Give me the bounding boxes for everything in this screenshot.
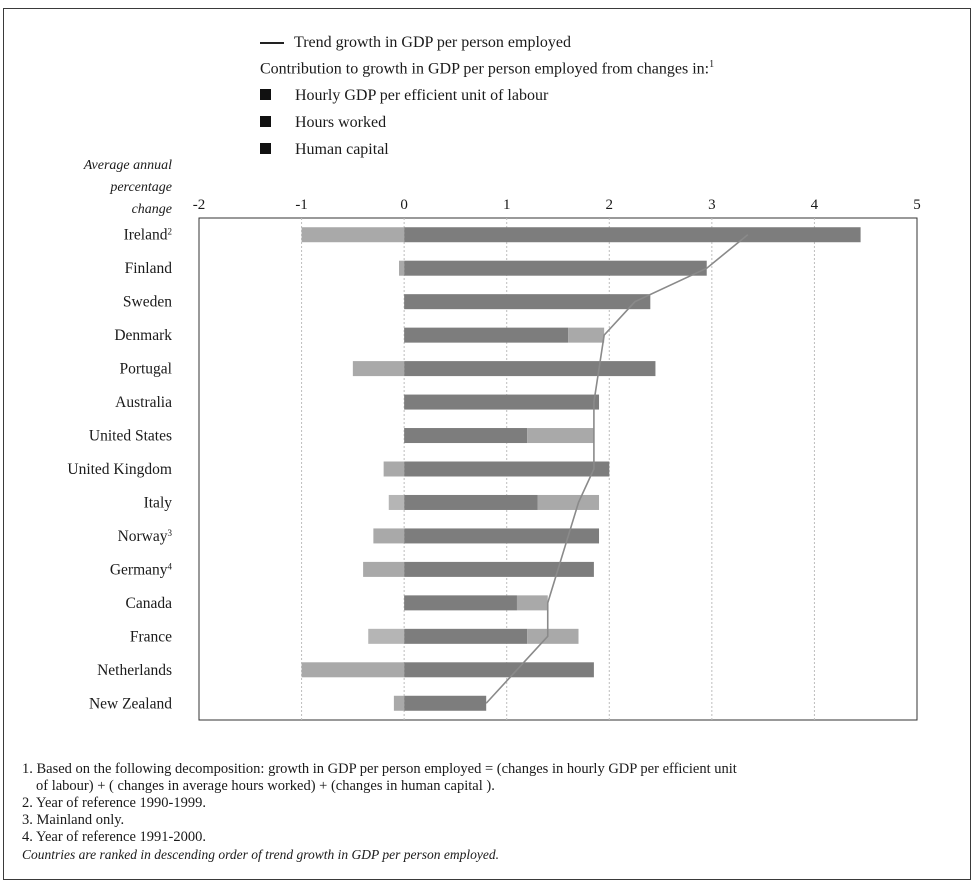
note-3: 3. Mainland only.: [22, 812, 125, 828]
y-axis-label: Average annual: [83, 158, 172, 173]
bar-segment-1: [404, 227, 861, 243]
note-4: 4. Year of reference 1991-2000.: [22, 829, 207, 845]
legend-trend: Trend growth in GDP per person employed: [260, 34, 571, 52]
bar-segment-1: [404, 528, 600, 544]
bar-segment-2: [301, 662, 405, 678]
note-1-line-1: 1. Based on the following decomposition:…: [22, 761, 737, 777]
ranking-note: Countries are ranked in descending order…: [22, 847, 499, 862]
bar-segment-1: [404, 428, 528, 444]
category-label: Ireland2: [124, 227, 172, 244]
x-tick-label: 1: [503, 197, 511, 213]
bar-segment-2: [301, 227, 405, 243]
bar-segment-1: [404, 494, 538, 510]
bar-segment-2: [363, 561, 405, 577]
trend-line: [485, 234, 749, 704]
plot-area: [198, 217, 918, 721]
bar-segment-2: [537, 494, 600, 510]
legend-line-swatch: [260, 42, 284, 45]
bar-segment-2: [393, 695, 405, 711]
legend-header-text: Contribution to growth in GDP per person…: [260, 60, 710, 78]
category-label: Germany4: [110, 561, 173, 578]
bar-segment-1: [404, 662, 594, 678]
bar-segment-2: [352, 361, 405, 377]
x-tick-label: 0: [400, 197, 408, 213]
bar-segment-1: [404, 461, 610, 477]
bar-segment-2: [568, 327, 605, 343]
bar-segment-1: [404, 561, 594, 577]
legend-trend-label: Trend growth in GDP per person employed: [294, 34, 572, 51]
category-label: Norway3: [118, 528, 173, 545]
category-label: United States: [89, 428, 172, 445]
bar-segment-3: [368, 628, 405, 644]
footnotes: 1. Based on the following decomposition:…: [22, 761, 962, 863]
legend-series-2: Hours worked: [260, 114, 386, 132]
legend-header-footnote: 1: [709, 59, 715, 70]
category-label: Australia: [115, 394, 172, 411]
category-footnote: 3: [168, 528, 173, 538]
x-tick-label: -1: [295, 197, 308, 213]
y-axis-label: change: [132, 202, 172, 217]
figure-frame: Trend growth in GDP per person employed …: [3, 8, 971, 880]
legend-header: Contribution to growth in GDP per person…: [260, 59, 714, 78]
bar-segment-1: [404, 260, 707, 276]
x-tick-label: 3: [708, 197, 716, 213]
x-tick-label: -2: [193, 197, 206, 213]
bar-segment-2: [516, 595, 548, 611]
x-tick-label: 4: [811, 197, 819, 213]
category-label: Netherlands: [97, 662, 172, 679]
y-axis-label: percentage: [109, 180, 172, 195]
note-2: 2. Year of reference 1990-1999.: [22, 795, 207, 811]
legend-series-1-label: Hourly GDP per efficient unit of labour: [295, 87, 549, 104]
bar-segment-1: [404, 294, 651, 310]
bar-segment-2: [399, 260, 405, 276]
legend-series-3: Human capital: [260, 141, 389, 159]
category-label: Sweden: [123, 294, 172, 311]
bar-segment-2: [527, 428, 594, 444]
category-label: Finland: [125, 260, 173, 277]
category-footnote: 2: [168, 227, 173, 237]
legend-swatch-1: [260, 89, 271, 100]
bar-segment-1: [404, 327, 569, 343]
bar-segment-2: [527, 628, 579, 644]
category-label: Canada: [126, 595, 173, 612]
bar-segment-2: [383, 461, 405, 477]
legend-series-1: Hourly GDP per efficient unit of labour: [260, 87, 548, 105]
category-footnote: 4: [168, 561, 173, 571]
category-label: Denmark: [114, 327, 172, 344]
chart: -2 -1 0 1 2 3 4 5 Average annual percentage change…: [67, 158, 921, 721]
category-label: United Kingdom: [67, 461, 172, 478]
legend-series-3-label: Human capital: [295, 141, 389, 158]
category-label: France: [130, 628, 172, 645]
legend-series-2-label: Hours worked: [295, 114, 387, 131]
category-label: New Zealand: [89, 695, 172, 712]
legend-swatch-2: [260, 116, 271, 127]
bar-segment-1: [404, 394, 600, 410]
bar-segment-1: [404, 695, 487, 711]
bar-segment-1: [404, 628, 528, 644]
bar-segment-3: [388, 494, 405, 510]
bar-segment-1: [404, 595, 517, 611]
bar-segment-2: [373, 528, 405, 544]
note-1-line-2: of labour) + ( changes in average hours …: [36, 778, 495, 794]
bar-segment-1: [404, 361, 656, 377]
x-tick-label: 5: [913, 197, 921, 213]
category-label: Italy: [144, 494, 173, 511]
legend-swatch-3: [260, 143, 271, 154]
x-tick-label: 2: [606, 197, 614, 213]
category-label: Portugal: [119, 361, 172, 378]
